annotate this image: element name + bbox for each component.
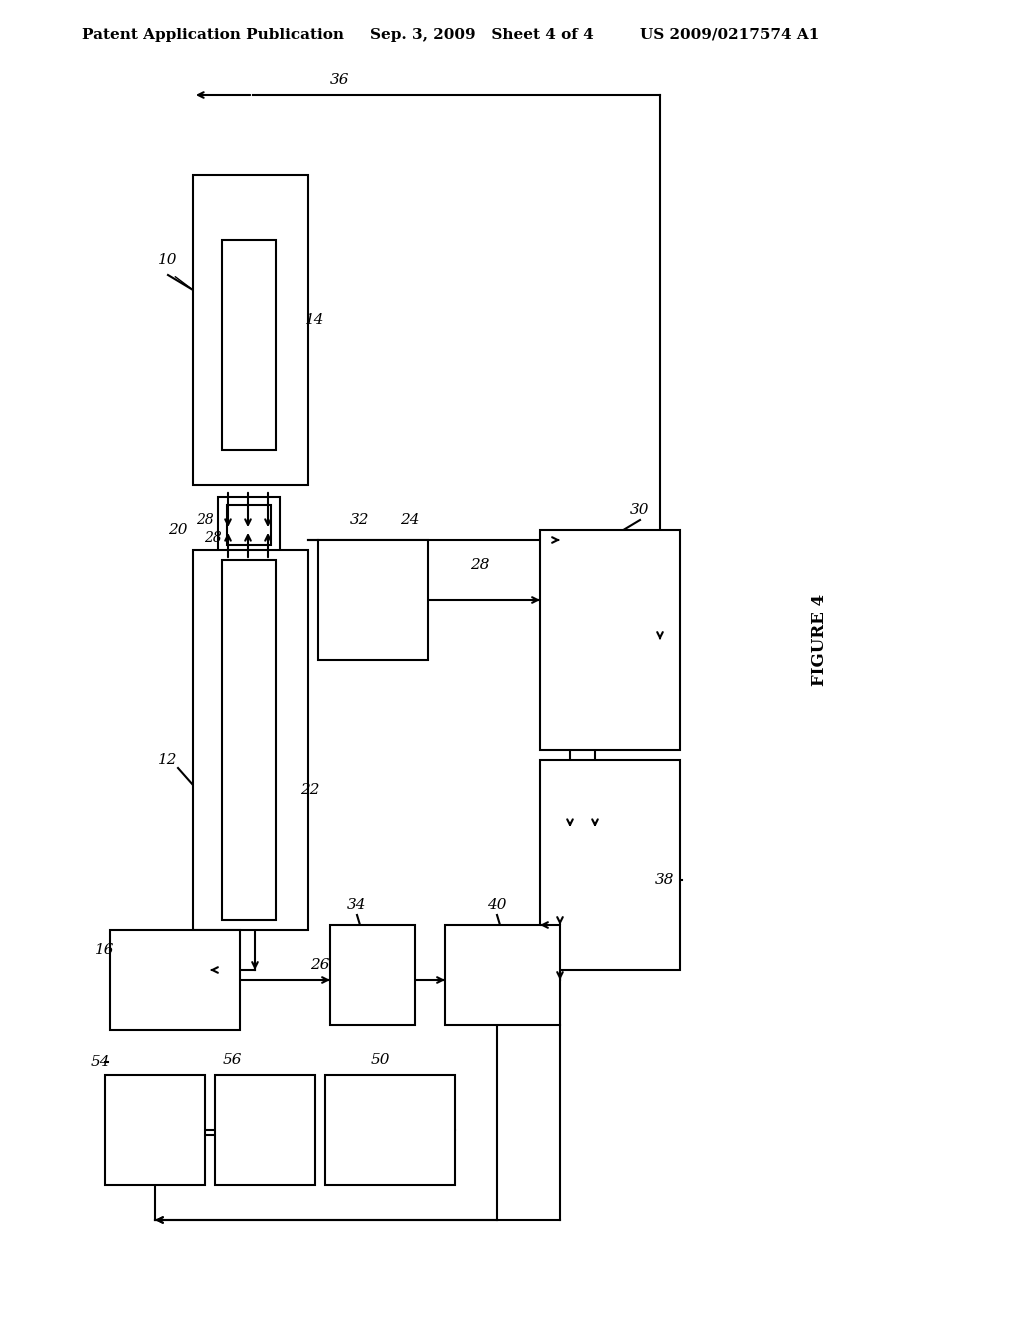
- Text: 38: 38: [655, 873, 675, 887]
- Text: 28: 28: [470, 558, 489, 572]
- Text: Patent Application Publication: Patent Application Publication: [82, 28, 344, 42]
- Text: Sep. 3, 2009   Sheet 4 of 4: Sep. 3, 2009 Sheet 4 of 4: [370, 28, 594, 42]
- Bar: [105, 1074, 205, 1185]
- Bar: [215, 1074, 315, 1185]
- Text: 28: 28: [204, 531, 222, 545]
- Text: 32: 32: [350, 513, 370, 527]
- Text: 30: 30: [630, 503, 650, 517]
- Bar: [193, 176, 308, 484]
- Text: 56: 56: [222, 1053, 242, 1067]
- Text: 26: 26: [310, 958, 330, 972]
- Bar: [110, 931, 240, 1030]
- Text: 16: 16: [95, 942, 115, 957]
- Text: 36: 36: [331, 73, 350, 87]
- Bar: [222, 560, 276, 920]
- Text: 50: 50: [371, 1053, 390, 1067]
- Bar: [540, 531, 680, 750]
- Bar: [193, 550, 308, 931]
- Bar: [318, 540, 428, 660]
- Text: 54: 54: [90, 1055, 110, 1069]
- Text: 22: 22: [300, 783, 319, 797]
- Text: 40: 40: [487, 898, 507, 912]
- Text: 10: 10: [159, 253, 178, 267]
- Bar: [218, 498, 280, 552]
- Text: 24: 24: [400, 513, 420, 527]
- Bar: [227, 506, 271, 545]
- Text: 20: 20: [168, 523, 187, 537]
- Text: 12: 12: [159, 752, 178, 767]
- Text: 28: 28: [197, 513, 214, 527]
- Bar: [445, 925, 560, 1026]
- Bar: [222, 240, 276, 450]
- Bar: [330, 925, 415, 1026]
- Text: 14: 14: [305, 313, 325, 327]
- Text: 34: 34: [347, 898, 367, 912]
- Text: US 2009/0217574 A1: US 2009/0217574 A1: [640, 28, 819, 42]
- Text: FIGURE 4: FIGURE 4: [811, 594, 828, 686]
- Bar: [540, 760, 680, 970]
- Bar: [325, 1074, 455, 1185]
